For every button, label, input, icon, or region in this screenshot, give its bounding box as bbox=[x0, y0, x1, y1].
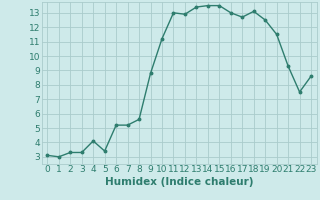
X-axis label: Humidex (Indice chaleur): Humidex (Indice chaleur) bbox=[105, 177, 253, 187]
